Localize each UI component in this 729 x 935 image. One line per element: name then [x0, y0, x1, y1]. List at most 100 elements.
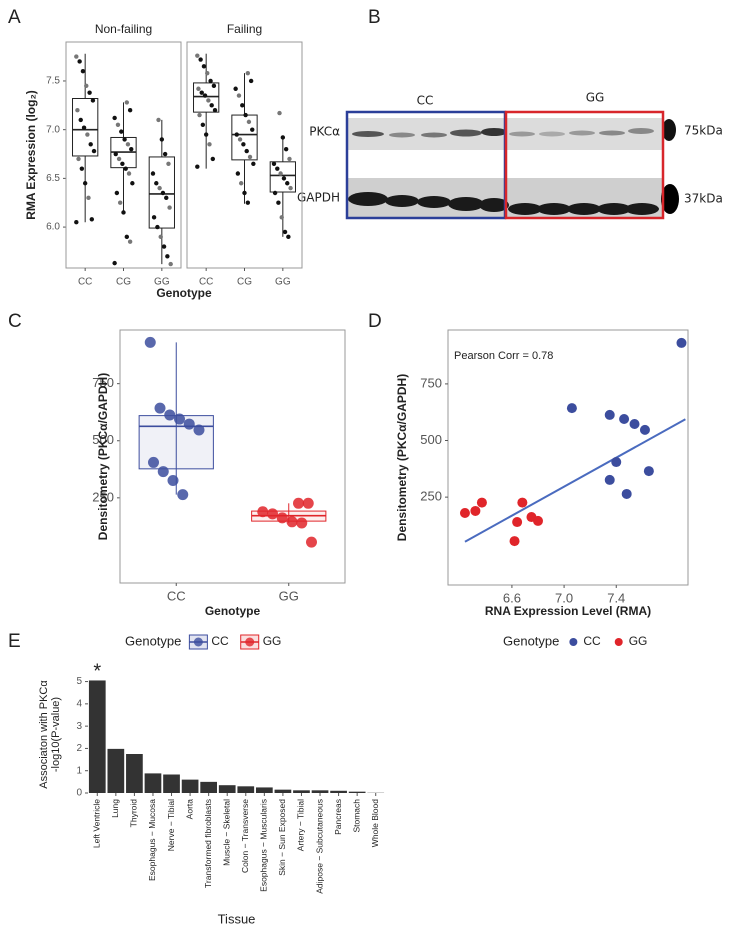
legend-label: CC [211, 634, 229, 648]
x-tick-label: Adipose − Subcutaneous [314, 799, 324, 894]
point [151, 215, 157, 220]
point [621, 488, 632, 499]
point [154, 402, 166, 414]
annotation: Pearson Corr = 0.78 [454, 350, 553, 362]
bar [255, 787, 273, 793]
y-tick-label: 750 [420, 375, 442, 390]
point [302, 497, 314, 509]
point [116, 156, 122, 162]
y-tick-label: 4 [76, 698, 82, 709]
point [470, 505, 481, 516]
facet-title: Failing [227, 22, 262, 36]
point [148, 456, 160, 468]
x-tick-label: 6.6 [503, 590, 521, 605]
point [292, 497, 304, 509]
bar [311, 790, 329, 793]
band [389, 132, 415, 138]
gg-frame [504, 110, 665, 220]
point [241, 142, 246, 147]
point [305, 536, 317, 548]
point [76, 156, 81, 162]
bar [348, 791, 366, 793]
x-tick-label: Whole Blood [370, 799, 380, 847]
point [165, 254, 170, 259]
x-tick-label: Muscle − Skeletal [221, 799, 231, 866]
bar [144, 773, 162, 793]
point [459, 507, 470, 518]
x-tick-label: Pancreas [333, 799, 343, 835]
bar [181, 779, 199, 793]
point [81, 125, 87, 130]
point [257, 506, 269, 518]
point [86, 195, 91, 201]
lane-label: CC [417, 94, 434, 108]
y-axis-title: -log10(P-value) [50, 697, 62, 772]
band [569, 130, 595, 136]
bar [163, 774, 180, 793]
band [417, 196, 451, 208]
point [247, 154, 253, 160]
point [154, 181, 159, 186]
bands [348, 184, 679, 215]
band [537, 203, 571, 215]
point [123, 166, 128, 171]
point [197, 112, 202, 118]
annotation: * [93, 661, 101, 683]
bar [330, 790, 347, 793]
bar [237, 786, 255, 793]
point [122, 137, 127, 142]
fit-line [464, 418, 686, 543]
point [206, 98, 211, 103]
point [277, 110, 282, 116]
protein-label: GAPDH [297, 191, 340, 205]
point [112, 260, 117, 266]
point [87, 90, 92, 95]
point [74, 220, 79, 225]
x-tick-label: CC [167, 588, 186, 603]
y-axis-title: Densitometry (PKCα/GAPDH) [96, 373, 110, 540]
point [168, 261, 173, 267]
point [90, 98, 96, 103]
point [77, 59, 82, 64]
point [283, 146, 289, 152]
blot: CC GG PKCα GAPDH 75kDa 37kDa [297, 91, 723, 220]
box [231, 114, 258, 161]
x-axis-title: Tissue [218, 911, 256, 926]
y-tick-label: 0 [76, 788, 82, 799]
marker-label: 75kDa [684, 124, 723, 138]
lane-label: GG [586, 91, 605, 105]
point [199, 90, 204, 95]
point [119, 129, 124, 134]
y-tick-label: 5 [76, 676, 82, 687]
point [280, 135, 286, 140]
protein-label: PKCα [309, 125, 340, 139]
y-axis-title: RMA Expression (log₂) [24, 90, 38, 220]
bar [200, 781, 218, 793]
point [238, 181, 244, 186]
point [244, 148, 249, 154]
point [242, 190, 247, 196]
point [604, 409, 615, 420]
x-tick-label: CG [116, 277, 131, 288]
point [167, 474, 179, 486]
band [385, 195, 419, 207]
point [296, 517, 308, 529]
point [210, 156, 216, 162]
legend-title: Genotype [503, 633, 559, 648]
x-tick-label: Transformed fibroblasts [203, 799, 213, 888]
point [78, 117, 83, 123]
x-tick-label: Esophagus − Mucosa [147, 799, 157, 881]
point [157, 185, 162, 191]
point [120, 161, 125, 166]
point [243, 112, 248, 118]
point [113, 151, 118, 157]
point [285, 181, 290, 186]
point [183, 418, 195, 430]
point [272, 190, 278, 196]
point [114, 190, 120, 196]
band [448, 197, 484, 211]
point [275, 166, 280, 171]
x-tick-label: Colon − Transverse [240, 799, 250, 873]
point [476, 497, 487, 508]
panel-letter: C [8, 311, 22, 332]
